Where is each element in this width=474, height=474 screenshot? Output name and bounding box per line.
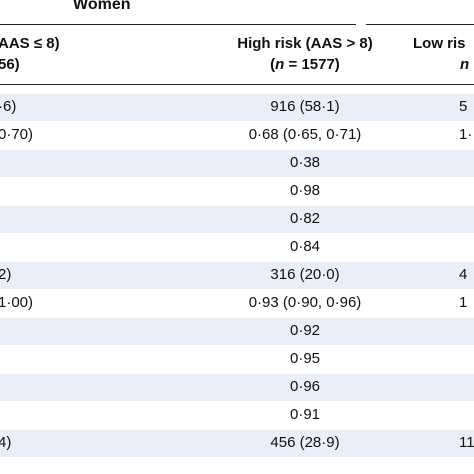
- cell-high-risk: 0·82: [289, 210, 321, 227]
- table-row: 0·98: [0, 178, 474, 205]
- cell-low-risk: 11: [459, 434, 474, 451]
- cell-high-risk: 316 (20·0): [270, 266, 340, 283]
- cell-left: 1·00): [0, 294, 34, 311]
- table-row: 0·92: [0, 318, 474, 345]
- n-value: = 1577): [284, 56, 340, 73]
- high-risk-column-header: High risk (AAS > 8) (n = 1577): [180, 35, 430, 73]
- table-row: 0·82: [0, 206, 474, 233]
- cell-left: 2): [0, 266, 12, 283]
- cell-high-risk: 456 (28·9): [270, 434, 340, 451]
- group-header-women: Women: [0, 0, 474, 18]
- cell-high-risk: 0·98: [289, 182, 321, 199]
- cell-high-risk: 0·38: [289, 154, 321, 171]
- table-row: 1·00) 0·93 (0·90, 0·96) 1: [0, 290, 474, 317]
- table-row: 4) 456 (28·9) 11: [0, 430, 474, 457]
- table-row: ·6) 916 (58·1) 5: [0, 94, 474, 121]
- group-title: Women: [73, 0, 131, 13]
- cell-high-risk: 0·84: [289, 238, 321, 255]
- cell-low-risk: 4: [459, 266, 468, 283]
- cell-high-risk: 0·95: [289, 350, 321, 367]
- left-column-header: AAS ≤ 8) 56): [0, 35, 60, 73]
- group-underline-right: [366, 24, 474, 25]
- n-symbol: n: [275, 56, 285, 73]
- cell-high-risk: 0·96: [289, 378, 321, 395]
- cell-low-risk: 1: [459, 294, 468, 311]
- table-row: 0·96: [0, 374, 474, 401]
- low-risk-header-line1: Low ris: [413, 35, 466, 52]
- high-risk-header-line2: (n = 1577): [270, 56, 340, 73]
- left-header-line1: AAS ≤ 8): [0, 35, 60, 52]
- left-header-line2: 56): [0, 56, 20, 73]
- cell-left: ·6): [0, 98, 17, 115]
- cell-high-risk: 916 (58·1): [270, 98, 340, 115]
- cell-high-risk: 0·91: [289, 406, 321, 423]
- cell-low-risk: 5: [459, 98, 468, 115]
- low-risk-n-symbol: n: [460, 56, 470, 73]
- table-row: 0·91: [0, 402, 474, 429]
- cell-high-risk: 0·68 (0·65, 0·71): [248, 126, 362, 143]
- table-row: 0·70) 0·68 (0·65, 0·71) 1·: [0, 122, 474, 149]
- table-row: 2) 316 (20·0) 4: [0, 262, 474, 289]
- cell-low-risk: 1·: [459, 126, 473, 143]
- cell-left: 4): [0, 434, 12, 451]
- low-risk-column-header: Low ris n: [413, 35, 469, 73]
- table-row: 0·84: [0, 234, 474, 261]
- cell-high-risk: 0·92: [289, 322, 321, 339]
- group-underline: [0, 24, 356, 25]
- table-row: 0·38: [0, 150, 474, 177]
- header-bottom-rule: [0, 84, 474, 85]
- high-risk-header-line1: High risk (AAS > 8): [237, 35, 373, 52]
- cell-high-risk: 0·93 (0·90, 0·96): [248, 294, 362, 311]
- table-row: 0·95: [0, 346, 474, 373]
- cell-left: 0·70): [0, 126, 34, 143]
